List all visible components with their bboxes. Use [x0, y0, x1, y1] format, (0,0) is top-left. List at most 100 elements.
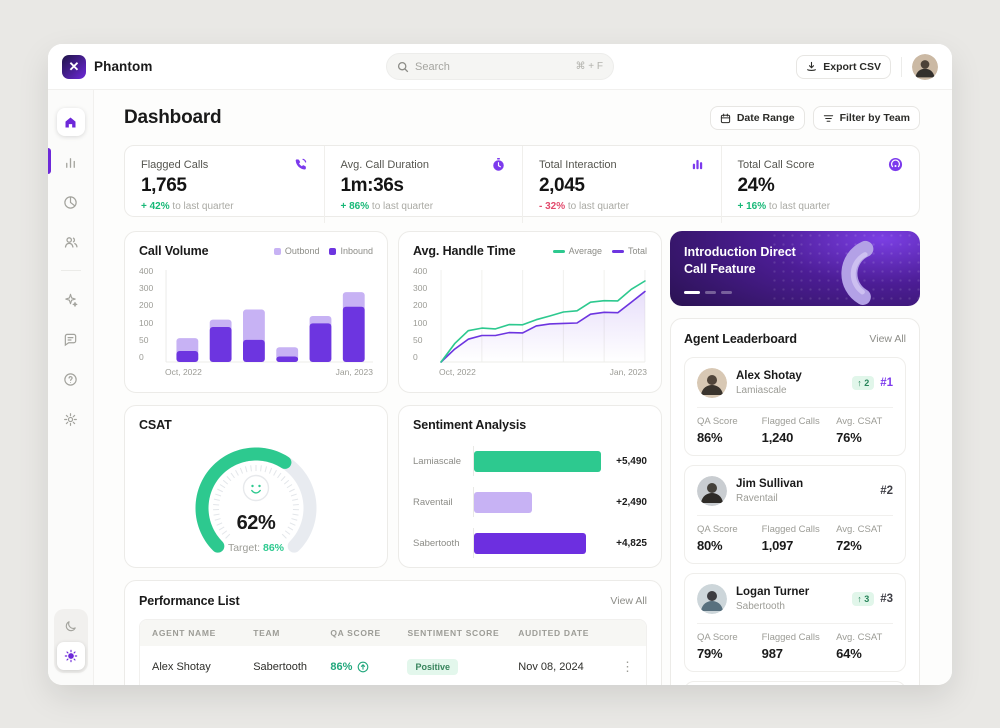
- export-csv-label: Export CSV: [823, 60, 881, 73]
- chart-title: Sentiment Analysis: [413, 418, 527, 432]
- search-input[interactable]: [415, 60, 570, 73]
- legend-swatch: [552, 249, 565, 253]
- bars-icon: [690, 157, 705, 172]
- stat-value: 1m:36s: [340, 175, 404, 196]
- sidebar-item-reports[interactable]: [57, 188, 85, 216]
- sidebar-item-ai-assistant[interactable]: [57, 285, 85, 313]
- call-volume-card: Call Volume Outbond Inbound: [124, 231, 388, 393]
- download-icon: [806, 61, 817, 72]
- phone-icon: [293, 157, 308, 172]
- search-shortcut: ⌘ + F: [575, 61, 603, 72]
- agent-card-3: Logan Turner Sabertooth ↑ 3 #3 QA Score 7…: [684, 573, 906, 672]
- performance-title: Performance List: [139, 594, 240, 608]
- call-volume-chart: [165, 270, 373, 363]
- rank-label: #1: [880, 377, 893, 389]
- stat-suffix: to last quarter: [567, 201, 630, 212]
- leaderboard-title: Agent Leaderboard: [684, 332, 797, 346]
- topbar-divider: [901, 56, 902, 77]
- home-icon: [63, 115, 78, 130]
- sentiment-row: Lamiascale +5,490: [413, 446, 647, 476]
- banner-title-line2: Call Feature: [684, 261, 756, 276]
- stat-delta: + 86%: [340, 201, 370, 212]
- stat-delta: - 32%: [539, 201, 566, 212]
- phone-handset-illustration-icon: [814, 233, 910, 305]
- agent-stat-label: QA Score: [697, 416, 738, 427]
- sentiment-category: Lamiascale: [413, 455, 462, 467]
- sidebar-item-settings[interactable]: [57, 405, 85, 433]
- brand: ✕ Phantom: [62, 54, 152, 79]
- agent-card-2: Jim Sullivan Raventail #2 QA Score 80% F: [684, 465, 906, 564]
- sentiment-bar: [474, 532, 586, 554]
- carousel-indicators: [684, 291, 732, 294]
- search-bar[interactable]: ⌘ + F: [386, 53, 614, 80]
- performance-view-all-link[interactable]: View All: [610, 595, 647, 607]
- x-axis-label: Jan, 2023: [609, 367, 647, 377]
- sidebar-item-teams[interactable]: [57, 228, 85, 256]
- legend-outbond: Outbond: [273, 246, 319, 256]
- sidebar-item-conversations[interactable]: [57, 325, 85, 353]
- agent-name: Jim Sullivan: [736, 478, 804, 491]
- column-header: SENTIMENT SCORE: [407, 628, 500, 638]
- moon-icon: [64, 619, 78, 633]
- sentiment-chart: Lamiascale +5,490 Raventail +2,490 Saber…: [413, 446, 647, 558]
- y-tick-label: 50: [413, 334, 423, 345]
- csat-gauge: 62% Target: 86%: [166, 434, 346, 566]
- main-content: Dashboard Date Range Filter by Team: [94, 90, 952, 685]
- y-tick-label: 200: [413, 300, 428, 311]
- promo-banner[interactable]: Introduction Direct Call Feature: [670, 231, 920, 306]
- carousel-dash[interactable]: [721, 291, 732, 294]
- export-csv-button[interactable]: Export CSV: [796, 54, 891, 79]
- pie-chart-icon: [63, 195, 78, 210]
- chart-title: Call Volume: [139, 244, 209, 258]
- agent-team: Sabertooth: [736, 600, 785, 612]
- agent-stat-label: Flagged Calls: [761, 524, 820, 535]
- sun-icon: [64, 649, 78, 663]
- search-icon: [397, 61, 409, 73]
- agent-flagged-calls: 987: [761, 646, 783, 661]
- sidebar-item-home[interactable]: [56, 108, 85, 136]
- filter-by-team-button[interactable]: Filter by Team: [812, 106, 920, 130]
- carousel-dash[interactable]: [705, 291, 716, 294]
- y-tick-label: 100: [413, 317, 428, 328]
- column-header: TEAM: [253, 628, 281, 638]
- stat-suffix: to last quarter: [172, 201, 234, 212]
- agent-leaderboard-card: Agent Leaderboard View All Alex Shotay L…: [670, 318, 920, 685]
- gauge-icon: [888, 157, 903, 172]
- gauge-target-label: Target:: [227, 542, 261, 554]
- stat-value: 1,765: [141, 175, 187, 196]
- sidebar-item-analytics[interactable]: [57, 148, 85, 176]
- sentiment-value: +5,490: [616, 455, 647, 467]
- cell-audited-date: Nov 08, 2024: [518, 661, 584, 673]
- sentiment-category: Raventail: [413, 496, 453, 508]
- legend-swatch: [329, 247, 337, 255]
- agent-stat-label: Avg. CSAT: [836, 416, 883, 427]
- x-axis-label: Jan, 2023: [335, 367, 373, 377]
- sidebar-item-help[interactable]: [57, 365, 85, 393]
- user-avatar[interactable]: [912, 53, 938, 80]
- y-tick-label: 0: [139, 351, 144, 362]
- date-range-button[interactable]: Date Range: [709, 106, 805, 130]
- users-icon: [63, 234, 79, 250]
- light-mode-button[interactable]: [56, 642, 85, 670]
- topbar: ✕ Phantom ⌘ + F Export CSV: [48, 44, 952, 90]
- dark-mode-button[interactable]: [57, 612, 85, 640]
- phantom-logo-icon: ✕: [62, 54, 86, 79]
- legend-total: Total: [611, 246, 647, 256]
- stat-label: Total Call Score: [737, 158, 815, 171]
- stat-delta: + 16%: [737, 201, 767, 212]
- y-tick-label: 50: [139, 334, 149, 345]
- stat-label: Total Interaction: [539, 158, 617, 171]
- legend-swatch: [611, 249, 624, 253]
- carousel-dash-active[interactable]: [684, 291, 700, 294]
- chart-title: Avg. Handle Time: [413, 244, 516, 258]
- x-axis-label: Oct, 2022: [165, 367, 202, 377]
- row-menu-button[interactable]: ⋮: [620, 659, 634, 674]
- agent-flagged-calls: 1,097: [761, 538, 794, 553]
- table-header-row: AGENT NAME TEAM QA SCORE SENTIMENT SCORE…: [140, 620, 646, 646]
- bar-chart-icon: [63, 155, 78, 170]
- stat-card-total-call-score: Total Call Score 24% + 16% to last quart…: [720, 146, 920, 223]
- sidebar-active-indicator: [48, 148, 51, 174]
- theme-toggle: [53, 609, 88, 673]
- leaderboard-view-all-link[interactable]: View All: [869, 333, 906, 345]
- stats-strip: Flagged Calls 1,765 + 42% to last quarte…: [124, 145, 920, 223]
